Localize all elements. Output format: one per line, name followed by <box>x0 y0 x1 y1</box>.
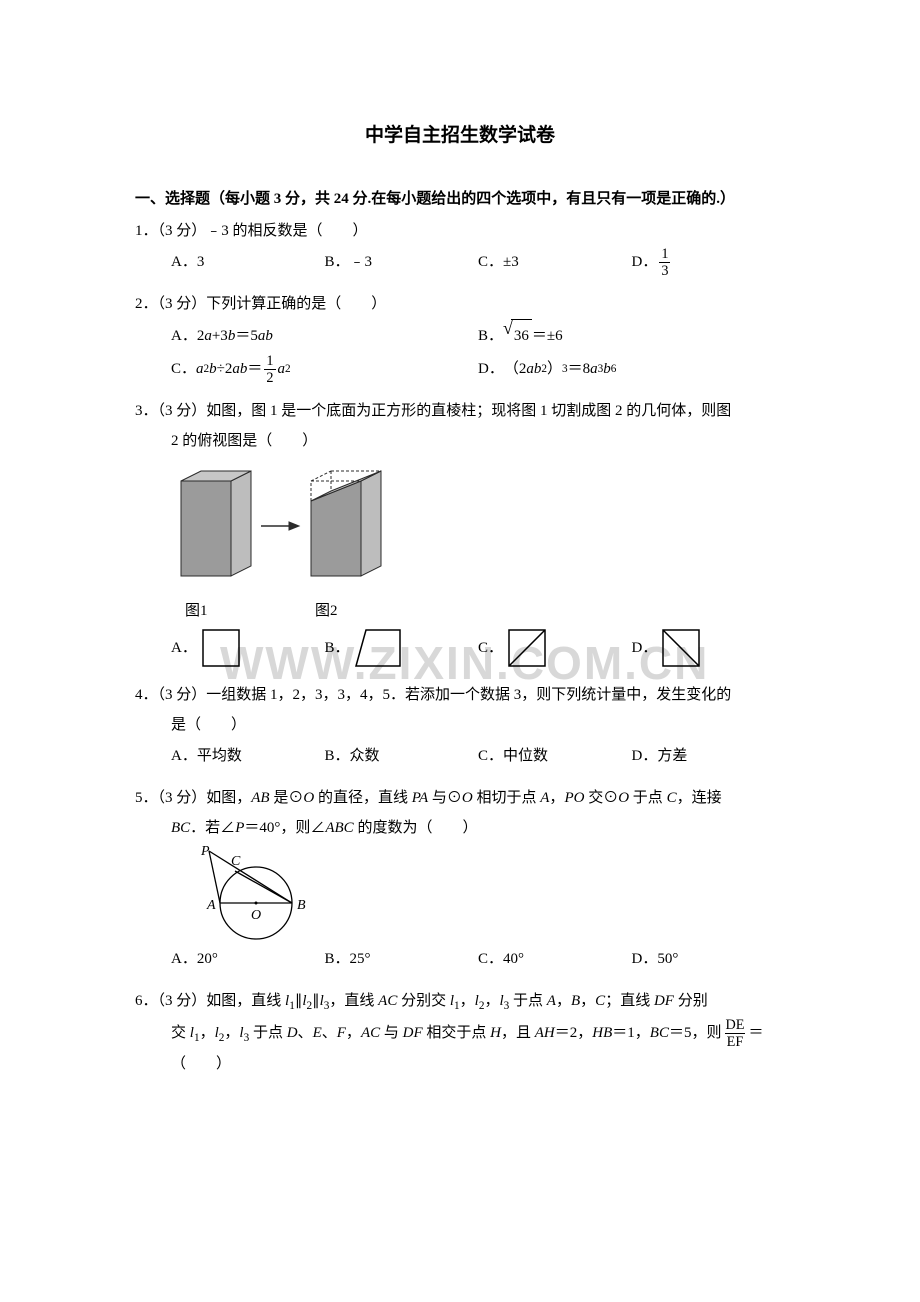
q4-option-a: A．平均数 <box>171 740 325 773</box>
q3-stem-line1: 3．（3 分）如图，图 1 是一个底面为正方形的直棱柱；现将图 1 切割成图 2… <box>135 396 785 426</box>
t: 于点 <box>629 790 667 806</box>
q4-stem-line2: 是（ ） <box>135 710 785 740</box>
q6-stem-line3: （ ） <box>135 1049 785 1079</box>
section-heading: 一、选择题（每小题 3 分，共 24 分.在每小题给出的四个选项中，有且只有一项… <box>135 187 785 208</box>
q1-option-c: C．±3 <box>478 246 632 279</box>
q3-prisms-figure <box>171 456 401 596</box>
q3-b-label: B． <box>325 632 350 665</box>
q4-option-c: C．中位数 <box>478 740 632 773</box>
t: ， <box>549 790 564 806</box>
question-4: 4．（3 分）一组数据 1，2，3，3，4，5．若添加一个数据 3，则下列统计量… <box>135 680 785 773</box>
q1-option-a: A．3 <box>171 246 325 279</box>
t: 于点 <box>509 993 547 1009</box>
q5-option-b: B．25° <box>325 943 479 976</box>
q4-option-b: B．众数 <box>325 740 479 773</box>
q1-d-fraction: 13 <box>659 247 670 279</box>
q3-c-label: C． <box>478 632 503 665</box>
t: 5．（3 分）如图， <box>135 790 251 806</box>
svg-text:C: C <box>231 854 241 869</box>
q1-d-prefix: D． <box>632 246 658 279</box>
question-5: 5．（3 分）如图，AB 是⊙O 的直径，直线 PA 与⊙O 相切于点 A，PO… <box>135 783 785 976</box>
t: ＝1， <box>612 1025 650 1041</box>
t: ＝40°，则∠ <box>244 820 325 836</box>
q2-a-prefix: A． <box>171 320 197 353</box>
q3-fig1-label: 图1 <box>171 596 285 626</box>
t: 的度数为（ ） <box>354 820 478 836</box>
q4-stem-line1: 4．（3 分）一组数据 1，2，3，3，4，5．若添加一个数据 3，则下列统计量… <box>135 680 785 710</box>
t: 是⊙ <box>270 790 304 806</box>
q1-option-b: B．﹣3 <box>325 246 479 279</box>
t: 与⊙ <box>428 790 462 806</box>
q5-option-d: D．50° <box>632 943 786 976</box>
t: 相切于点 <box>473 790 541 806</box>
svg-text:P: P <box>200 844 210 859</box>
q2-a-body: 2a+3b＝5ab <box>197 320 273 353</box>
q3-b-icon <box>350 626 404 670</box>
q4-option-d: D．方差 <box>632 740 786 773</box>
q3-option-b: B． <box>325 626 479 670</box>
q1-stem: 1．（3 分）﹣3 的相反数是（ ） <box>135 216 785 246</box>
q3-a-label: A． <box>171 632 197 665</box>
t: ．若∠ <box>190 820 235 836</box>
svg-text:A: A <box>206 898 216 913</box>
t: ，且 <box>501 1025 535 1041</box>
q5-stem-line2: BC．若∠P＝40°，则∠ABC 的度数为（ ） <box>135 813 785 843</box>
t: 分别交 <box>397 993 450 1009</box>
svg-text:B: B <box>297 898 306 913</box>
question-3: 3．（3 分）如图，图 1 是一个底面为正方形的直棱柱；现将图 1 切割成图 2… <box>135 396 785 670</box>
question-1: 1．（3 分）﹣3 的相反数是（ ） A．3 B．﹣3 C．±3 D． 13 <box>135 216 785 279</box>
t: 相交于点 <box>423 1025 491 1041</box>
svg-text:O: O <box>251 908 261 923</box>
q3-option-d: D． <box>632 626 786 670</box>
q3-fig2-label: 图2 <box>285 596 415 626</box>
q2-c-prefix: C． <box>171 353 196 386</box>
q3-c-icon <box>503 626 551 670</box>
t: 6．（3 分）如图，直线 <box>135 993 285 1009</box>
q2-option-d: D． （2ab2）3＝8a3b6 <box>478 353 785 386</box>
q5-option-c: C．40° <box>478 943 632 976</box>
t: 交 <box>171 1025 190 1041</box>
t: ＝2， <box>555 1025 593 1041</box>
t: 于点 <box>249 1025 287 1041</box>
page-title: 中学自主招生数学试卷 <box>135 120 785 147</box>
t: ＝ <box>748 1025 763 1041</box>
q3-a-icon <box>197 626 245 670</box>
t: 交⊙ <box>584 790 618 806</box>
q3-option-a: A． <box>171 626 325 670</box>
q6-stem-line1: 6．（3 分）如图，直线 l1∥l2∥l3，直线 AC 分别交 l1，l2，l3… <box>135 986 785 1018</box>
q5-stem-line1: 5．（3 分）如图，AB 是⊙O 的直径，直线 PA 与⊙O 相切于点 A，PO… <box>135 783 785 813</box>
t: 分别 <box>674 993 708 1009</box>
q2-d-prefix: D． <box>478 353 504 386</box>
question-2: 2．（3 分）下列计算正确的是（ ） A． 2a+3b＝5ab B． √36＝±… <box>135 289 785 386</box>
t: 与 <box>380 1025 403 1041</box>
q3-d-icon <box>657 626 705 670</box>
q5-circle-figure: P C A O B <box>171 843 341 943</box>
question-6: 6．（3 分）如图，直线 l1∥l2∥l3，直线 AC 分别交 l1，l2，l3… <box>135 986 785 1079</box>
t: 的直径，直线 <box>314 790 412 806</box>
t: ，连接 <box>677 790 722 806</box>
t: ；直线 <box>605 993 654 1009</box>
q2-option-b: B． √36＝±6 <box>478 319 785 353</box>
q1-option-d: D． 13 <box>632 246 786 279</box>
q3-option-c: C． <box>478 626 632 670</box>
sqrt-icon: √36 <box>503 319 532 353</box>
q6-stem-line2: 交 l1，l2，l3 于点 D、E、F，AC 与 DF 相交于点 H，且 AH＝… <box>135 1018 785 1050</box>
q3-stem-line2: 2 的俯视图是（ ） <box>135 426 785 456</box>
q5-option-a: A．20° <box>171 943 325 976</box>
t: ＝5，则 <box>669 1025 722 1041</box>
t: ，直线 <box>329 993 378 1009</box>
q2-option-a: A． 2a+3b＝5ab <box>171 319 478 353</box>
q2-b-prefix: B． <box>478 320 503 353</box>
q2-stem: 2．（3 分）下列计算正确的是（ ） <box>135 289 785 319</box>
q2-option-c: C． a2b÷2ab＝12a2 <box>171 353 478 386</box>
q3-d-label: D． <box>632 632 658 665</box>
